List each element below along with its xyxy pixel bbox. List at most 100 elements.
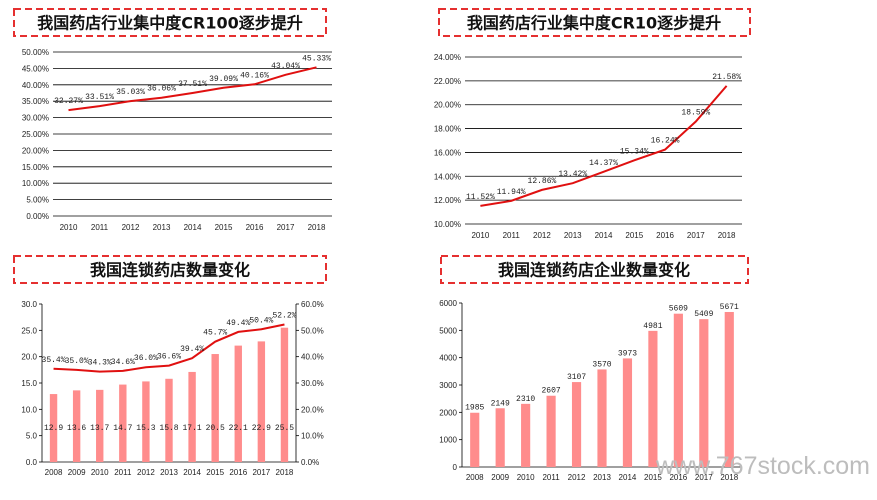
series-line [68, 66, 317, 112]
y-tick-label-right: 50.0% [301, 326, 324, 335]
y-tick-label-right: 20.0% [301, 405, 324, 414]
x-tick-label: 2017 [695, 473, 713, 482]
data-label: 18.59% [681, 109, 710, 118]
y-tick-label-left: 15.0 [21, 379, 37, 388]
y-tick-label: 24.00% [434, 53, 461, 62]
bar [673, 313, 683, 467]
chart-chain-stores: 我国连锁药店数量变化 0.0 5.0 10.0 15.0 20.0 25.0 30.0 0.0%… [13, 255, 327, 477]
x-tick-label: 2009 [491, 473, 509, 482]
y-tick-label: 40.00% [22, 81, 49, 90]
bar [165, 378, 173, 462]
x-tick-label: 2018 [718, 231, 736, 240]
cr100-frame [13, 8, 327, 37]
data-label: 33.51% [85, 93, 114, 102]
y-tick-label: 4000 [439, 354, 457, 363]
line-data-label: 34.3% [88, 359, 112, 368]
bar [521, 403, 531, 467]
x-tick-label: 2014 [183, 468, 201, 477]
data-label: 4981 [643, 322, 662, 331]
y-tick-label-left: 25.0 [21, 326, 37, 335]
bar [622, 358, 633, 467]
line-data-label: 35.4% [42, 356, 66, 365]
data-label: 39.09% [209, 75, 238, 84]
bar-data-label: 13.6 [67, 424, 86, 433]
x-tick-label: 2016 [669, 473, 687, 482]
bar [188, 371, 196, 462]
data-label: 12.86% [528, 177, 557, 186]
x-tick-label: 2014 [619, 473, 637, 482]
data-label: 36.06% [147, 85, 176, 94]
y-tick-label: 0.00% [26, 212, 49, 221]
x-tick-label: 2010 [91, 468, 109, 477]
line-data-label: 34.6% [111, 358, 135, 367]
y-tick-label: 15.00% [22, 163, 49, 172]
x-tick-label: 2014 [184, 223, 202, 232]
y-tick-label: 2000 [439, 408, 457, 417]
chain-enterprises-title: 我国连锁药店企业数量变化 [498, 261, 690, 280]
data-label: 3973 [618, 349, 637, 358]
y-tick-label-right: 40.0% [301, 353, 324, 362]
y-tick-label: 0 [453, 463, 458, 472]
y-tick-label: 18.00% [434, 125, 461, 134]
line-data-label: 45.7% [203, 329, 227, 338]
x-tick-label: 2012 [568, 473, 586, 482]
data-label: 5409 [694, 310, 713, 319]
y-tick-label-left: 0.0 [26, 458, 38, 467]
y-tick-label: 30.00% [22, 114, 49, 123]
x-tick-label: 2010 [471, 231, 489, 240]
x-tick-label: 2013 [160, 468, 178, 477]
y-tick-label: 5000 [439, 326, 457, 335]
bar [724, 311, 734, 467]
chain-stores-frame [13, 255, 327, 284]
y-tick-label: 12.00% [434, 196, 461, 205]
bar [280, 327, 289, 462]
bar [257, 341, 266, 462]
line-data-label: 36.6% [157, 353, 181, 362]
y-tick-label-left: 30.0 [21, 300, 37, 309]
bar-data-label: 25.5 [275, 424, 294, 433]
data-label: 16.24% [651, 137, 680, 146]
bar-data-label: 20.5 [206, 424, 225, 433]
data-label: 2607 [541, 387, 560, 396]
data-label: 15.34% [620, 147, 649, 156]
bar-data-label: 22.9 [252, 424, 271, 433]
bar-data-label: 15.3 [136, 424, 155, 433]
x-tick-label: 2016 [229, 468, 247, 477]
x-tick-label: 2013 [564, 231, 582, 240]
y-tick-label-right: 0.0% [301, 458, 319, 467]
y-tick-label: 10.00% [22, 179, 49, 188]
y-tick-label: 20.00% [434, 101, 461, 110]
chart-cr100: 我国药店行业集中度CR100逐步提升 0.00% 5.00% 10.00% 15.00%… [13, 8, 332, 232]
x-tick-label: 2018 [720, 473, 738, 482]
y-tick-label: 14.00% [434, 172, 461, 181]
bar-data-label: 12.9 [44, 424, 63, 433]
x-tick-label: 2015 [215, 223, 233, 232]
x-tick-label: 2012 [137, 468, 155, 477]
x-tick-label: 2015 [625, 231, 643, 240]
x-tick-label: 2011 [503, 231, 521, 240]
chart-cr10: 我国药店行业集中度CR10逐步提升 10.00% 12.00% 14.00% 16.00… [434, 8, 751, 240]
data-label: 1985 [465, 404, 484, 413]
data-label: 11.94% [497, 188, 526, 197]
x-tick-label: 2011 [542, 473, 560, 482]
cr100-title: 我国药店行业集中度CR100逐步提升 [37, 14, 302, 33]
bar [648, 330, 658, 467]
y-tick-label: 10.00% [434, 220, 461, 229]
chain-enterprises-frame [440, 255, 749, 284]
line-data-label: 49.4% [226, 319, 250, 328]
y-tick-label-left: 5.0 [26, 432, 38, 441]
bar [571, 382, 582, 467]
data-label: 3107 [567, 373, 586, 382]
data-label: 32.27% [54, 97, 83, 106]
x-tick-label: 2012 [122, 223, 140, 232]
y-tick-label-right: 10.0% [301, 432, 324, 441]
x-tick-label: 2009 [68, 468, 86, 477]
x-tick-label: 2013 [593, 473, 611, 482]
bar [49, 394, 58, 462]
x-tick-label: 2015 [206, 468, 224, 477]
line-data-label: 36.0% [134, 354, 158, 363]
bar [597, 369, 607, 467]
bar [699, 319, 709, 467]
